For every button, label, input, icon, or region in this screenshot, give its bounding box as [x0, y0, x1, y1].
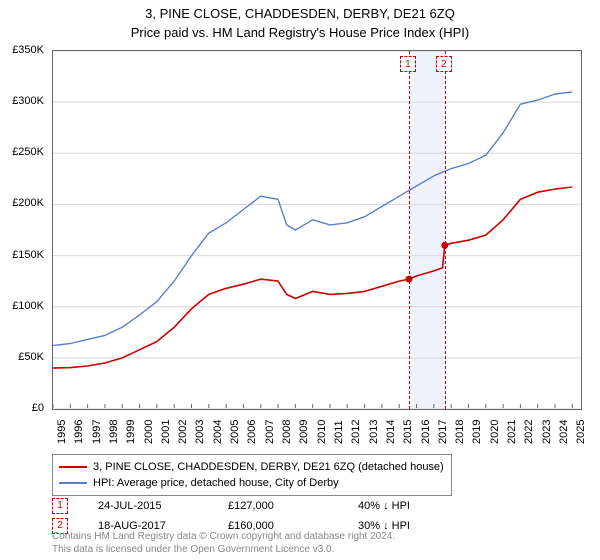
x-tick-label: 2011	[333, 420, 345, 444]
x-tick-label: 2005	[229, 420, 241, 444]
x-tick-label: 2024	[558, 420, 570, 444]
x-tick-label: 2012	[350, 420, 362, 444]
y-tick-label: £0	[32, 402, 44, 414]
chart-marker-label: 1	[400, 56, 416, 72]
x-tick-label: 2020	[489, 420, 501, 444]
x-tick-label: 2018	[454, 420, 466, 444]
x-tick-label: 2023	[541, 420, 553, 444]
sale-row-1: 1 24-JUL-2015 £127,000 40% ↓ HPI	[52, 498, 458, 514]
chart-title-address: 3, PINE CLOSE, CHADDESDEN, DERBY, DE21 6…	[0, 6, 600, 21]
title-block: 3, PINE CLOSE, CHADDESDEN, DERBY, DE21 6…	[0, 0, 600, 40]
y-tick-label: £250K	[12, 146, 44, 158]
x-axis-labels: 1995 1996 1997 1998 1999 2000 2001 2002 2003 2004…	[52, 412, 582, 452]
x-tick-label: 2007	[264, 420, 276, 444]
x-tick-label: 2009	[298, 420, 310, 444]
x-tick-label: 2003	[194, 420, 206, 444]
footer-line-1: Contains HM Land Registry data © Crown c…	[52, 530, 395, 543]
x-tick-label: 2010	[316, 420, 328, 444]
legend-swatch-property	[59, 466, 87, 468]
legend-swatch-hpi	[59, 482, 87, 484]
x-tick-label: 2000	[143, 420, 155, 444]
sale-date-1: 24-JUL-2015	[98, 500, 198, 512]
y-tick-label: £350K	[12, 44, 44, 56]
x-tick-label: 1997	[91, 420, 103, 444]
footer-line-2: This data is licensed under the Open Gov…	[52, 543, 395, 556]
chart-container: { "title1": "3, PINE CLOSE, CHADDESDEN, …	[0, 0, 600, 560]
sale-marker-1: 1	[52, 498, 68, 514]
x-tick-label: 2002	[177, 420, 189, 444]
legend-item-hpi: HPI: Average price, detached house, City…	[59, 475, 445, 491]
y-tick-label: £100K	[12, 300, 44, 312]
chart-subtitle: Price paid vs. HM Land Registry's House …	[0, 25, 600, 40]
y-tick-label: £300K	[12, 95, 44, 107]
x-tick-label: 2025	[575, 420, 587, 444]
x-tick-label: 2013	[368, 420, 380, 444]
x-tick-label: 1999	[125, 420, 137, 444]
x-tick-label: 2022	[523, 420, 535, 444]
y-tick-label: £150K	[12, 249, 44, 261]
legend-item-property: 3, PINE CLOSE, CHADDESDEN, DERBY, DE21 6…	[59, 459, 445, 475]
x-tick-label: 2014	[385, 420, 397, 444]
x-tick-label: 2019	[471, 420, 483, 444]
sale-price-1: £127,000	[228, 500, 328, 512]
x-tick-label: 2015	[402, 420, 414, 444]
x-tick-label: 2008	[281, 420, 293, 444]
y-axis-labels: £0£50K£100K£150K£200K£250K£300K£350K	[0, 50, 48, 410]
x-tick-label: 2017	[437, 420, 449, 444]
x-tick-label: 1996	[73, 420, 85, 444]
x-tick-label: 1995	[56, 420, 68, 444]
legend-label-property: 3, PINE CLOSE, CHADDESDEN, DERBY, DE21 6…	[93, 461, 444, 473]
x-tick-label: 2021	[506, 420, 518, 444]
chart-svg	[53, 51, 581, 409]
legend-label-hpi: HPI: Average price, detached house, City…	[93, 477, 339, 489]
x-tick-label: 2004	[212, 420, 224, 444]
chart-plot-area	[52, 50, 582, 410]
chart-marker-label: 2	[436, 56, 452, 72]
footer-attribution: Contains HM Land Registry data © Crown c…	[52, 530, 395, 556]
x-tick-label: 1998	[108, 420, 120, 444]
x-tick-label: 2016	[420, 420, 432, 444]
y-tick-label: £200K	[12, 197, 44, 209]
sale-delta-1: 40% ↓ HPI	[358, 500, 458, 512]
x-tick-label: 2006	[246, 420, 258, 444]
legend-box: 3, PINE CLOSE, CHADDESDEN, DERBY, DE21 6…	[52, 454, 452, 496]
x-tick-label: 2001	[160, 420, 172, 444]
y-tick-label: £50K	[18, 351, 44, 363]
